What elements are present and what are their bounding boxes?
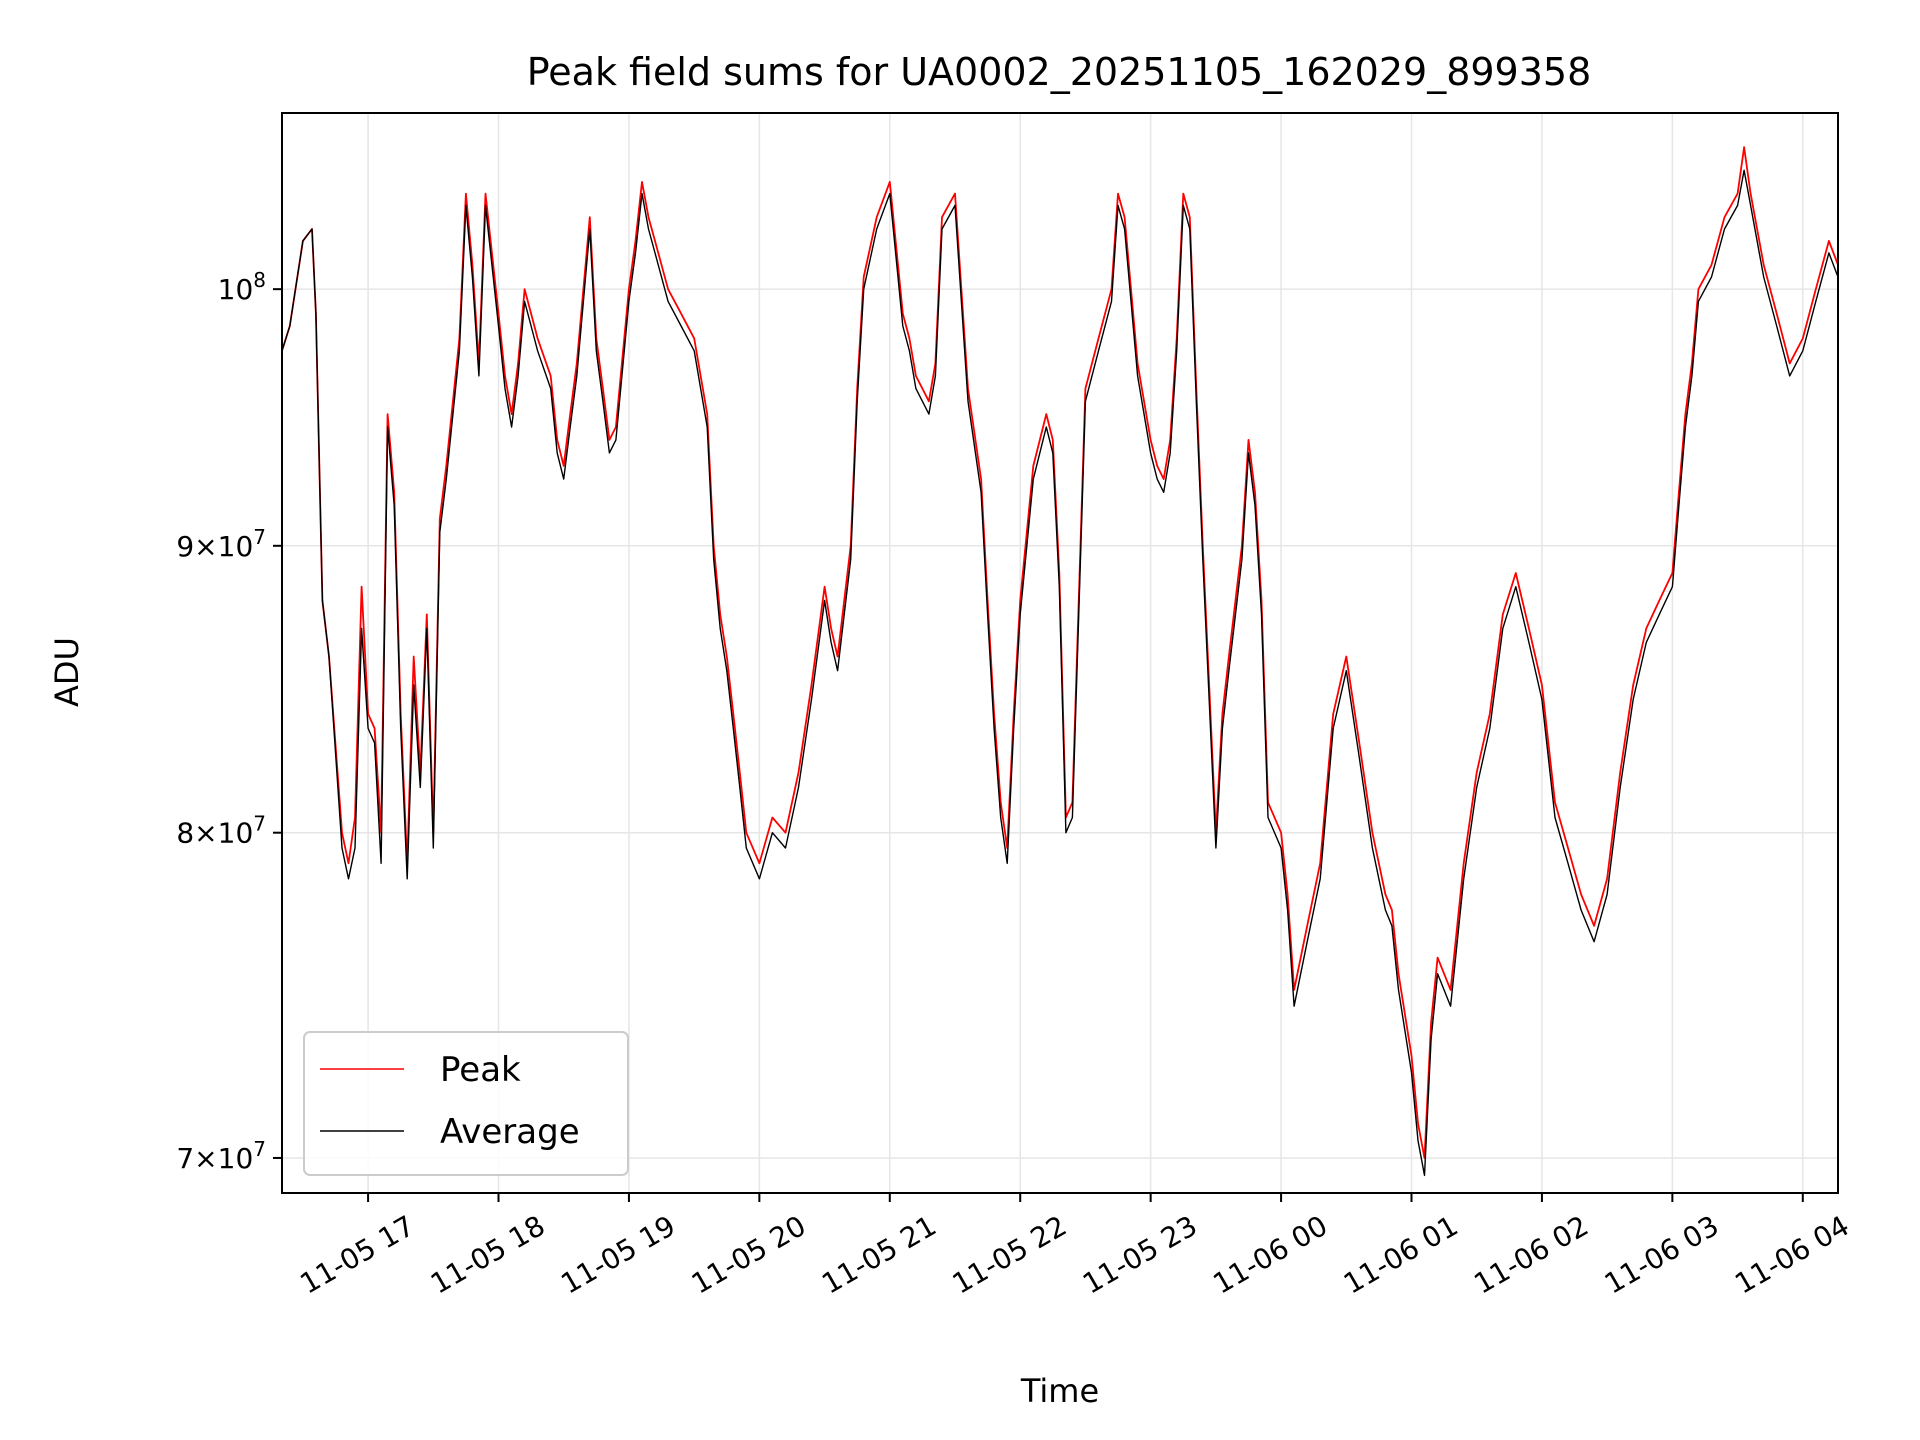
legend-box bbox=[303, 1031, 629, 1176]
series-line-peak bbox=[282, 146, 1838, 1159]
y-tick-label: 108 bbox=[218, 268, 266, 306]
plot-frame bbox=[281, 112, 1839, 1194]
grid bbox=[282, 113, 1838, 1193]
y-axis-label: ADU bbox=[48, 637, 86, 707]
y-tick-label: 9×107 bbox=[176, 525, 266, 563]
chart-title: Peak field sums for UA0002_20251105_1620… bbox=[527, 50, 1592, 94]
y-tick-label: 8×107 bbox=[176, 812, 266, 850]
y-axis: 7×107 8×107 9×107 108 bbox=[176, 268, 282, 1175]
legend-label-peak: Peak bbox=[440, 1050, 521, 1090]
x-axis-label: Time bbox=[1020, 1372, 1099, 1410]
legend: Peak Average bbox=[303, 1031, 629, 1176]
legend-label-average: Average bbox=[440, 1112, 580, 1152]
series-layer bbox=[282, 146, 1838, 1177]
y-tick-label: 7×107 bbox=[176, 1137, 266, 1175]
series-line-average bbox=[282, 169, 1838, 1177]
